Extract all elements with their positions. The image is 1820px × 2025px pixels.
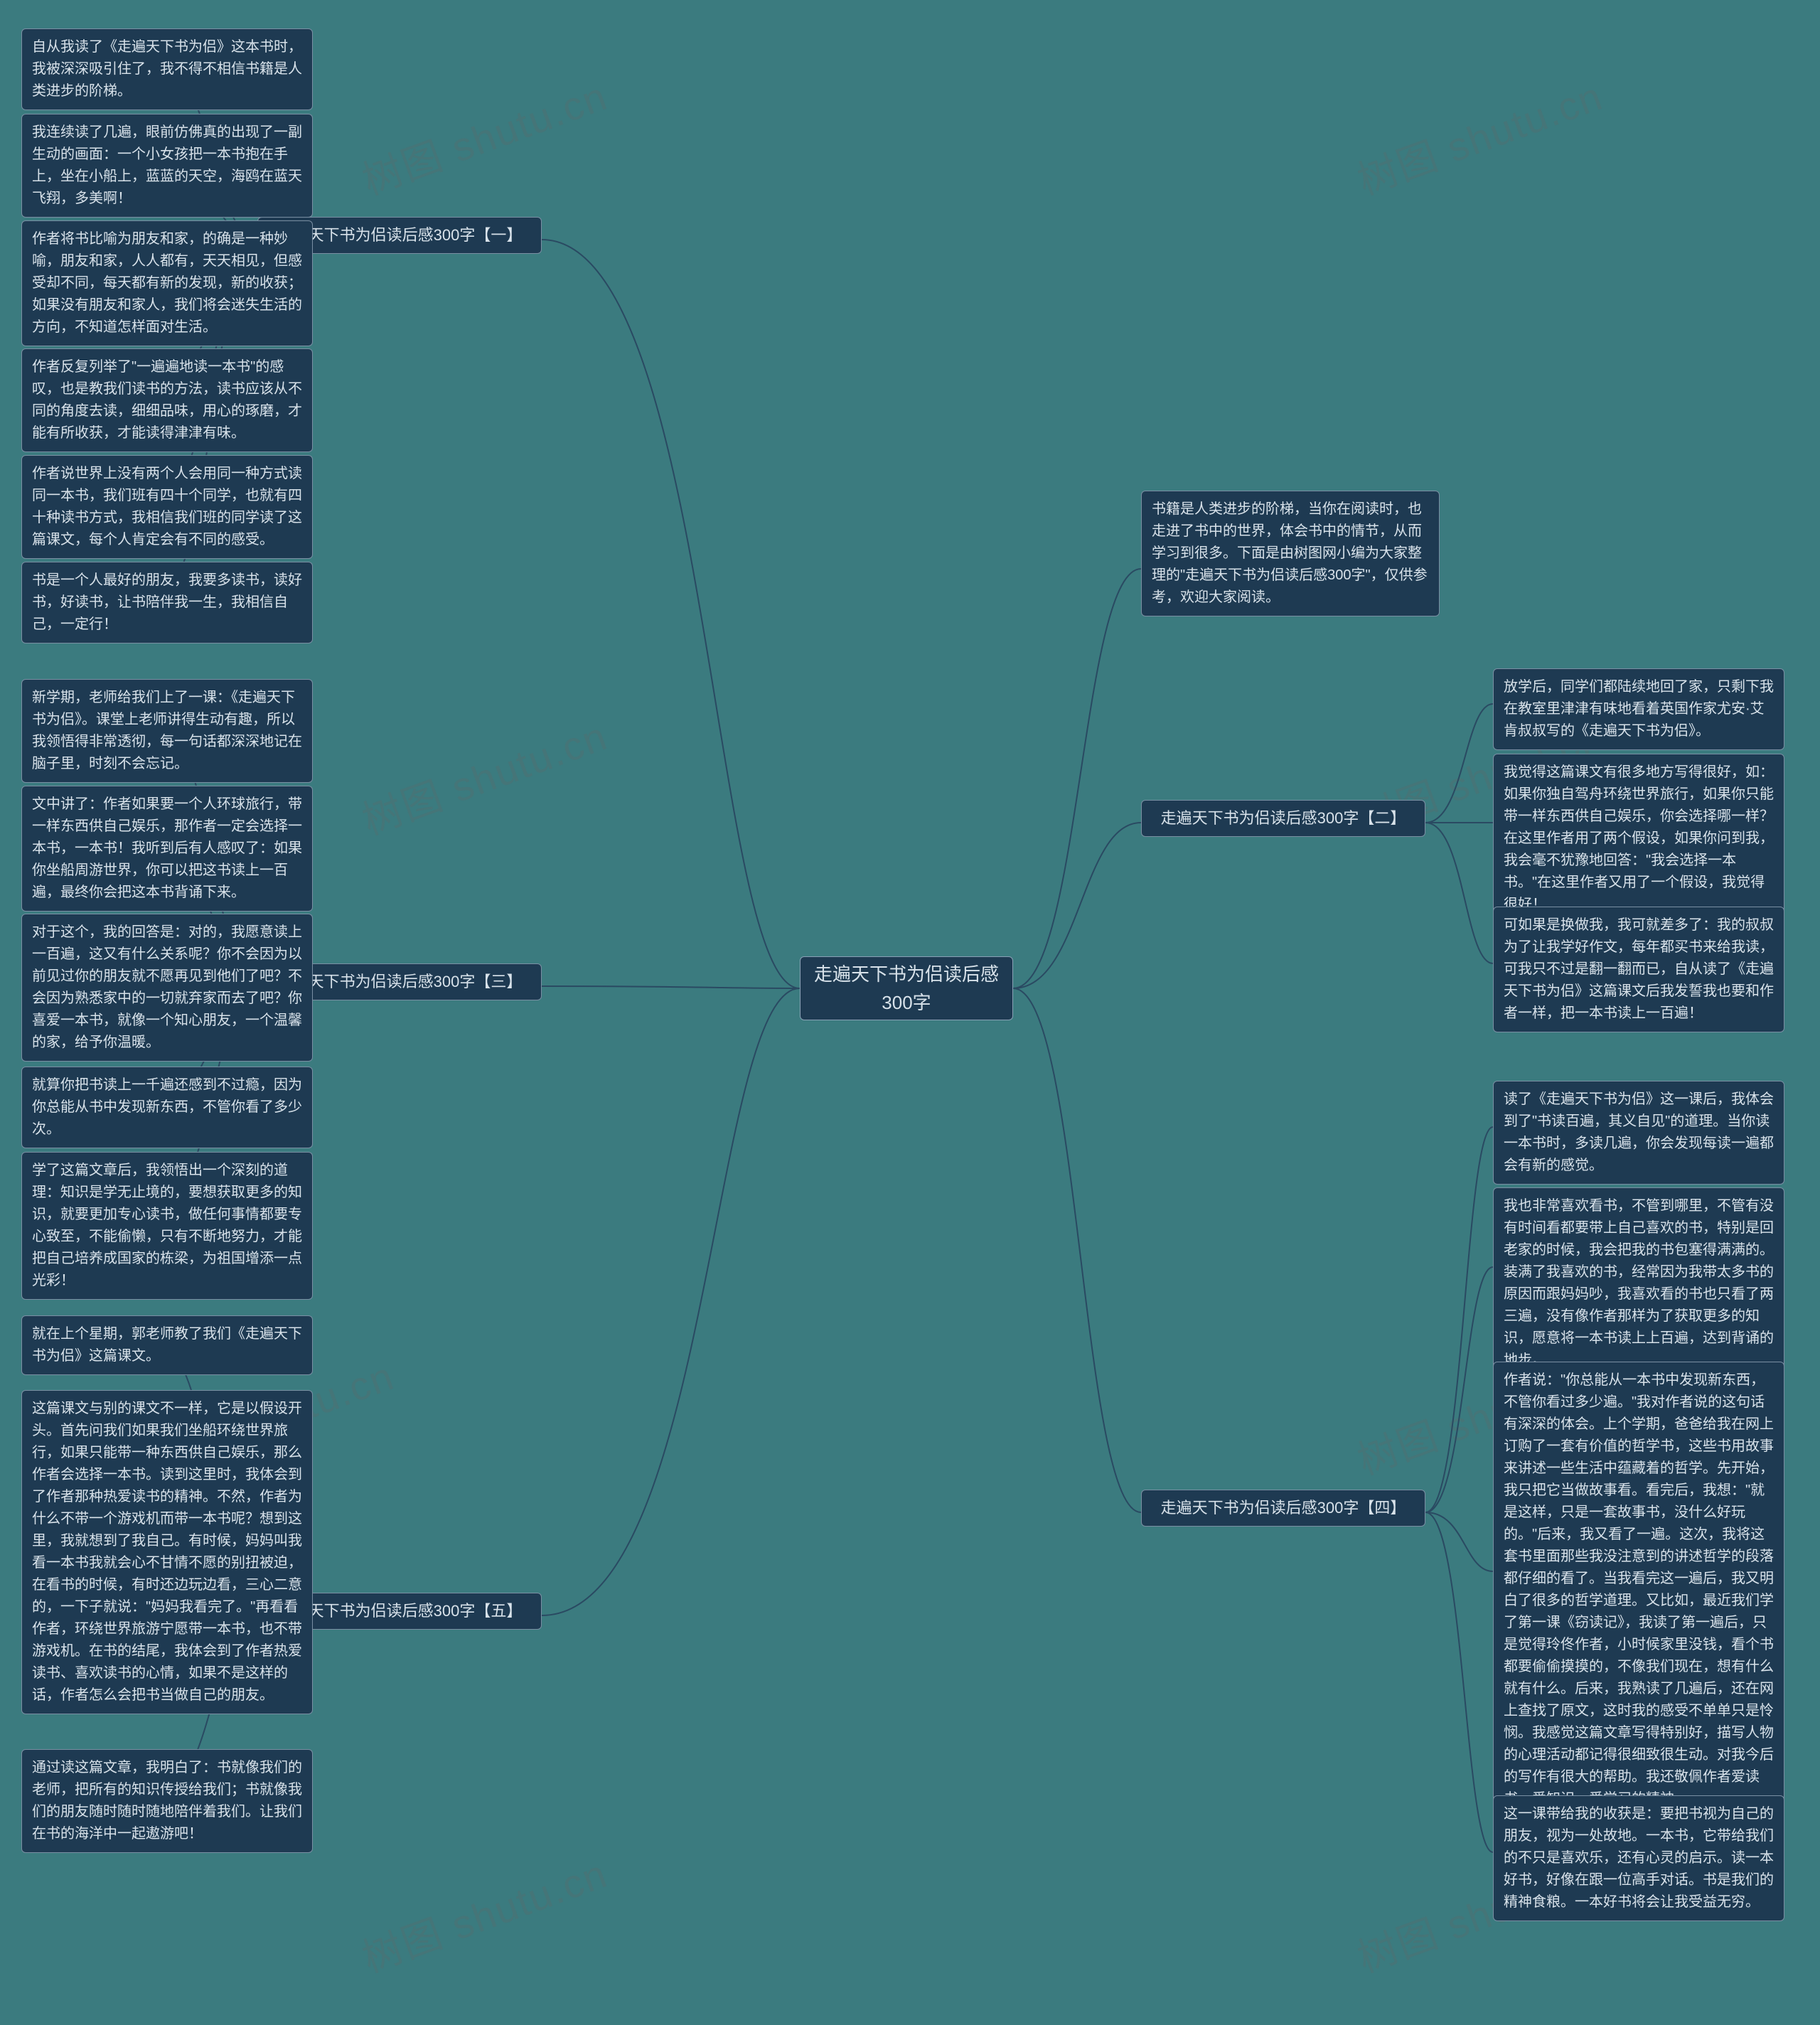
leaf-text: 作者说世界上没有两个人会用同一种方式读同一本书，我们班有四十个同学，也就有四十种… (32, 466, 302, 547)
watermark: 树图 shutu.cn (353, 65, 614, 207)
leaf-text: 就算你把书读上一千遍还感到不过瘾，因为你总能从书中发现新东西，不管你看了多少次。 (32, 1077, 302, 1137)
leaf-node[interactable]: 文中讲了：作者如果要一个人环球旅行，带一样东西供自己娱乐，那作者一定会选择一本书… (21, 786, 313, 912)
leaf-text: 书是一个人最好的朋友，我要多读书，读好书，好读书，让书陪伴我一生，我相信自己，一… (32, 572, 302, 632)
leaf-node[interactable]: 可如果是换做我，我可就差多了：我的叔叔为了让我学好作文，每年都买书来给我读，可我… (1493, 907, 1784, 1032)
intro-node[interactable]: 书籍是人类进步的阶梯，当你在阅读时，也走进了书中的世界，体会书中的情节，从而学习… (1141, 491, 1440, 616)
leaf-node[interactable]: 作者说："你总能从一本书中发现新东西，不管你看过多少遍。"我对作者说的这句话有深… (1493, 1362, 1784, 1818)
leaf-node[interactable]: 放学后，同学们都陆续地回了家，只剩下我在教室里津津有味地看着英国作家尤安·艾肯叔… (1493, 668, 1784, 750)
branch-4-label: 走遍天下书为侣读后感300字【四】 (1161, 1496, 1406, 1520)
leaf-node[interactable]: 通过读这篇文章，我明白了：书就像我们的老师，把所有的知识传授给我们；书就像我们的… (21, 1749, 313, 1853)
branch-3-label: 走遍天下书为侣读后感300字【三】 (277, 970, 523, 994)
leaf-node[interactable]: 我也非常喜欢看书，不管到哪里，不管有没有时间看都要带上自己喜欢的书，特别是回老家… (1493, 1187, 1784, 1379)
branch-1-label: 走遍天下书为侣读后感300字【一】 (277, 223, 523, 247)
root-label: 走遍天下书为侣读后感300字 (810, 960, 1002, 1017)
intro-text: 书籍是人类进步的阶梯，当你在阅读时，也走进了书中的世界，体会书中的情节，从而学习… (1152, 501, 1428, 605)
leaf-node[interactable]: 书是一个人最好的朋友，我要多读书，读好书，好读书，让书陪伴我一生，我相信自己，一… (21, 562, 313, 643)
leaf-text: 自从我读了《走遍天下书为侣》这本书时，我被深深吸引住了，我不得不相信书籍是人类进… (32, 39, 302, 99)
branch-4[interactable]: 走遍天下书为侣读后感300字【四】 (1141, 1490, 1425, 1527)
branch-5-label: 走遍天下书为侣读后感300字【五】 (277, 1599, 523, 1623)
leaf-text: 通过读这篇文章，我明白了：书就像我们的老师，把所有的知识传授给我们；书就像我们的… (32, 1760, 302, 1842)
leaf-text: 文中讲了：作者如果要一个人环球旅行，带一样东西供自己娱乐，那作者一定会选择一本书… (32, 796, 302, 900)
leaf-node[interactable]: 作者反复列举了"一遍遍地读一本书"的感叹，也是教我们读书的方法，读书应该从不同的… (21, 348, 313, 452)
leaf-node[interactable]: 这一课带给我的收获是：要把书视为自己的朋友，视为一处故地。一本书，它带给我们的不… (1493, 1795, 1784, 1921)
leaf-node[interactable]: 自从我读了《走遍天下书为侣》这本书时，我被深深吸引住了，我不得不相信书籍是人类进… (21, 28, 313, 110)
root-node[interactable]: 走遍天下书为侣读后感300字 (800, 956, 1013, 1020)
leaf-node[interactable]: 对于这个，我的回答是：对的，我愿意读上一百遍，这又有什么关系呢？你不会因为以前见… (21, 914, 313, 1062)
watermark: 树图 shutu.cn (1349, 65, 1610, 207)
leaf-text: 读了《走遍天下书为侣》这一课后，我体会到了"书读百遍，其义自见"的道理。当你读一… (1504, 1091, 1774, 1173)
watermark: 树图 shutu.cn (353, 1842, 614, 1984)
branch-2[interactable]: 走遍天下书为侣读后感300字【二】 (1141, 800, 1425, 837)
leaf-text: 新学期，老师给我们上了一课：《走遍天下书为侣》。课堂上老师讲得生动有趣，所以我领… (32, 690, 302, 771)
leaf-node[interactable]: 读了《走遍天下书为侣》这一课后，我体会到了"书读百遍，其义自见"的道理。当你读一… (1493, 1081, 1784, 1185)
leaf-text: 作者将书比喻为朋友和家，的确是一种妙喻，朋友和家，人人都有，天天相见，但感受却不… (32, 231, 302, 335)
leaf-node[interactable]: 我觉得这篇课文有很多地方写得很好，如：如果你独自驾舟环绕世界旅行，如果你只能带一… (1493, 754, 1784, 924)
leaf-text: 我也非常喜欢看书，不管到哪里，不管有没有时间看都要带上自己喜欢的书，特别是回老家… (1504, 1198, 1774, 1368)
leaf-text: 放学后，同学们都陆续地回了家，只剩下我在教室里津津有味地看着英国作家尤安·艾肯叔… (1504, 679, 1774, 739)
leaf-text: 学了这篇文章后，我领悟出一个深刻的道理：知识是学无止境的，要想获取更多的知识，就… (32, 1163, 302, 1288)
leaf-text: 我觉得这篇课文有很多地方写得很好，如：如果你独自驾舟环绕世界旅行，如果你只能带一… (1504, 764, 1774, 912)
leaf-text: 这一课带给我的收获是：要把书视为自己的朋友，视为一处故地。一本书，它带给我们的不… (1504, 1806, 1774, 1910)
branch-2-label: 走遍天下书为侣读后感300字【二】 (1161, 806, 1406, 830)
leaf-node[interactable]: 这篇课文与别的课文不一样，它是以假设开头。首先问我们如果我们坐船环绕世界旅行，如… (21, 1390, 313, 1714)
leaf-text: 可如果是换做我，我可就差多了：我的叔叔为了让我学好作文，每年都买书来给我读，可我… (1504, 917, 1774, 1021)
leaf-node[interactable]: 就算你把书读上一千遍还感到不过瘾，因为你总能从书中发现新东西，不管你看了多少次。 (21, 1067, 313, 1148)
leaf-text: 作者反复列举了"一遍遍地读一本书"的感叹，也是教我们读书的方法，读书应该从不同的… (32, 359, 302, 441)
leaf-text: 这篇课文与别的课文不一样，它是以假设开头。首先问我们如果我们坐船环绕世界旅行，如… (32, 1401, 302, 1703)
leaf-node[interactable]: 新学期，老师给我们上了一课：《走遍天下书为侣》。课堂上老师讲得生动有趣，所以我领… (21, 679, 313, 783)
leaf-node[interactable]: 我连续读了几遍，眼前仿佛真的出现了一副生动的画面：一个小女孩把一本书抱在手上，坐… (21, 114, 313, 218)
leaf-node[interactable]: 学了这篇文章后，我领悟出一个深刻的道理：知识是学无止境的，要想获取更多的知识，就… (21, 1152, 313, 1300)
leaf-node[interactable]: 作者说世界上没有两个人会用同一种方式读同一本书，我们班有四十个同学，也就有四十种… (21, 455, 313, 559)
leaf-text: 就在上个星期，郭老师教了我们《走遍天下书为侣》这篇课文。 (32, 1326, 302, 1364)
leaf-node[interactable]: 就在上个星期，郭老师教了我们《走遍天下书为侣》这篇课文。 (21, 1315, 313, 1375)
mindmap-canvas: 树图 shutu.cn 树图 shutu.cn 树图 shutu.cn 树图 s… (0, 0, 1820, 2025)
leaf-text: 作者说："你总能从一本书中发现新东西，不管你看过多少遍。"我对作者说的这句话有深… (1504, 1372, 1774, 1807)
leaf-text: 我连续读了几遍，眼前仿佛真的出现了一副生动的画面：一个小女孩把一本书抱在手上，坐… (32, 124, 302, 206)
leaf-node[interactable]: 作者将书比喻为朋友和家，的确是一种妙喻，朋友和家，人人都有，天天相见，但感受却不… (21, 220, 313, 346)
leaf-text: 对于这个，我的回答是：对的，我愿意读上一百遍，这又有什么关系呢？你不会因为以前见… (32, 924, 302, 1050)
watermark: 树图 shutu.cn (353, 705, 614, 847)
